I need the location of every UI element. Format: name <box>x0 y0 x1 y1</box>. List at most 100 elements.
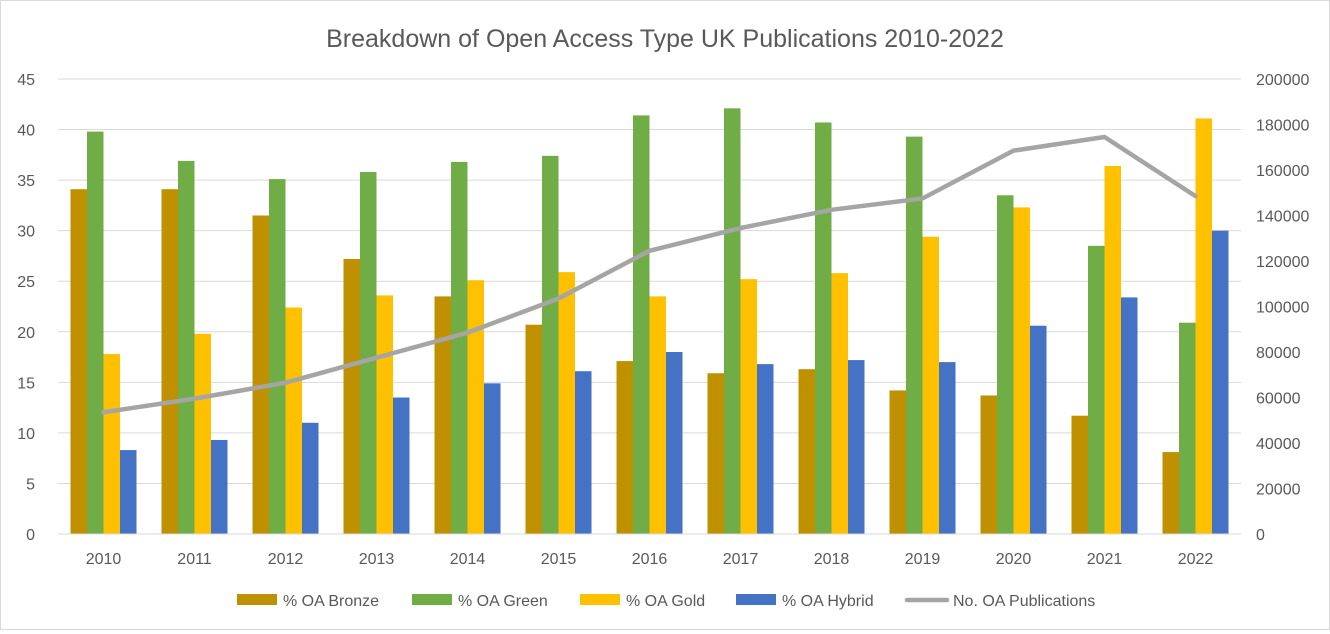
bar <box>194 333 211 534</box>
right-axis-tick-label: 40000 <box>1256 436 1301 453</box>
left-axis-tick-label: 40 <box>17 123 35 140</box>
legend-swatch <box>237 594 277 605</box>
bar <box>343 258 360 534</box>
bar <box>434 296 451 534</box>
x-axis-tick-label: 2012 <box>268 551 304 568</box>
bar <box>889 390 906 534</box>
bar <box>285 307 302 534</box>
bar <box>87 131 104 535</box>
bar <box>1121 297 1138 534</box>
bar <box>633 115 650 535</box>
bar <box>757 364 774 534</box>
bar <box>252 215 269 534</box>
x-axis-tick-label: 2018 <box>814 551 850 568</box>
bar <box>178 160 195 534</box>
bar <box>161 189 178 534</box>
legend-label: % OA Hybrid <box>782 593 874 610</box>
x-axis-tick-label: 2011 <box>177 551 212 568</box>
legend-swatch <box>412 594 452 605</box>
legend-swatch <box>736 594 776 605</box>
legend-label: % OA Green <box>458 593 548 610</box>
x-axis-tick-label: 2014 <box>450 551 486 568</box>
bar <box>269 179 286 534</box>
bar <box>848 360 865 534</box>
right-axis-tick-label: 100000 <box>1256 300 1309 317</box>
legend-label: % OA Gold <box>626 593 705 610</box>
legend-label: % OA Bronze <box>283 593 379 610</box>
bar <box>906 136 923 534</box>
bar <box>649 296 666 534</box>
bar <box>103 354 120 534</box>
bar <box>1013 207 1030 534</box>
bar <box>666 352 683 534</box>
bar <box>451 161 468 534</box>
legend: % OA Bronze % OA Green % OA Gold % OA Hybri… <box>237 593 1095 610</box>
bar <box>376 295 393 534</box>
legend-label: No. OA Publications <box>953 593 1095 610</box>
bar <box>1030 325 1047 534</box>
bar <box>558 272 575 534</box>
bar <box>484 383 501 534</box>
bar <box>740 279 757 534</box>
right-axis-tick-label: 0 <box>1256 527 1265 544</box>
bar <box>1212 230 1229 534</box>
bar <box>1104 165 1121 534</box>
bar <box>1162 452 1179 534</box>
left-axis-tick-label: 35 <box>17 173 35 190</box>
x-axis-tick-label: 2016 <box>632 551 668 568</box>
bar <box>707 373 724 534</box>
bar <box>525 324 542 534</box>
bar <box>1071 415 1088 534</box>
left-axis-tick-label: 45 <box>17 72 35 89</box>
right-axis-tick-label: 200000 <box>1256 72 1309 89</box>
left-axis-tick-label: 20 <box>17 325 35 342</box>
right-axis-tick-label: 180000 <box>1256 118 1309 135</box>
bar <box>939 362 956 534</box>
bar <box>1179 322 1196 534</box>
left-axis-tick-label: 30 <box>17 224 35 241</box>
x-axis-tick-label: 2020 <box>996 551 1032 568</box>
x-axis-tick-label: 2013 <box>359 551 395 568</box>
bar <box>724 108 741 535</box>
right-axis-tick-label: 120000 <box>1256 254 1309 271</box>
x-axis-tick-label: 2021 <box>1087 551 1123 568</box>
bar <box>980 395 997 534</box>
bar <box>575 371 592 534</box>
bar <box>831 273 848 534</box>
left-axis-tick-label: 0 <box>26 527 35 544</box>
bar <box>922 236 939 534</box>
bar <box>467 280 484 534</box>
bar <box>360 172 377 534</box>
left-axis-tick-label: 15 <box>17 375 35 392</box>
right-axis-tick-label: 60000 <box>1256 391 1301 408</box>
x-axis-tick-label: 2022 <box>1178 551 1214 568</box>
bar <box>542 155 559 534</box>
line-series <box>101 134 1198 415</box>
right-axis-tick-label: 140000 <box>1256 209 1309 226</box>
x-axis-tick-label: 2017 <box>723 551 759 568</box>
axes: 0 5 10 15 20 25 30 35 40 45 0 20000 40000 60000 80000 1… <box>17 72 1309 568</box>
left-axis-tick-label: 25 <box>17 274 35 291</box>
x-axis-tick-label: 2010 <box>86 551 122 568</box>
bar <box>120 450 137 534</box>
bar <box>302 422 319 534</box>
legend-swatch <box>580 594 620 605</box>
x-axis-tick-label: 2019 <box>905 551 941 568</box>
bar <box>1088 245 1105 535</box>
series-line <box>101 134 1198 415</box>
bar <box>211 439 228 534</box>
chart-title: Breakdown of Open Access Type UK Publica… <box>326 25 1004 53</box>
bar <box>70 189 87 534</box>
bar <box>798 369 815 534</box>
bar <box>393 397 410 534</box>
bar <box>815 122 832 534</box>
right-axis-tick-label: 160000 <box>1256 163 1309 180</box>
bar <box>1195 118 1212 534</box>
bar <box>997 195 1014 534</box>
bar <box>616 361 633 534</box>
x-axis-tick-label: 2015 <box>541 551 577 568</box>
right-axis-tick-label: 80000 <box>1256 345 1301 362</box>
right-axis-tick-label: 20000 <box>1256 482 1301 499</box>
